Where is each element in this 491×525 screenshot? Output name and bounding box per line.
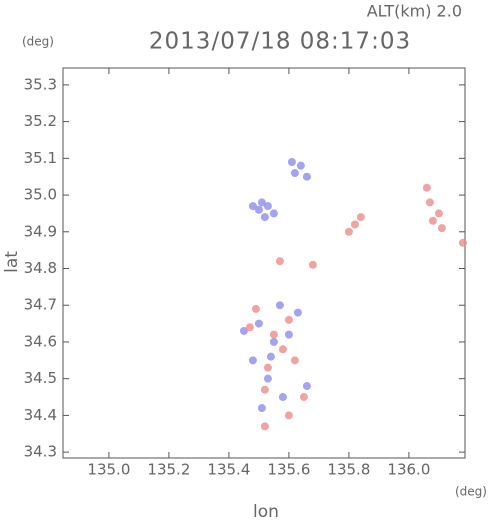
x-tick-label: 136.0 [387,461,430,479]
data-point [284,315,293,324]
data-point [254,319,263,328]
x-tick-label: 135.2 [147,461,190,479]
y-tick-label: 35.0 [24,186,57,204]
data-point [278,393,287,402]
data-point [425,198,434,207]
data-point [251,304,260,313]
y-tick-label: 34.7 [24,296,57,314]
x-tick-label: 135.8 [327,461,370,479]
x-tick-label: 135.0 [87,461,130,479]
y-tick-label: 34.5 [24,369,57,387]
y-tick-label: 35.3 [24,75,57,93]
altitude-label: ALT(km) 2.0 [367,2,462,21]
data-point [278,345,287,354]
data-point [263,374,272,383]
x-unit: (deg) [455,485,487,499]
data-point [245,323,254,332]
x-tick-label: 135.4 [207,461,250,479]
y-tick-label: 34.3 [24,443,57,461]
data-point [269,209,278,218]
data-point [350,220,359,229]
data-point [428,216,437,225]
data-point [290,169,299,178]
data-point [284,411,293,420]
y-axis-label: lat [2,251,22,273]
y-tick-label: 34.8 [24,259,57,277]
data-point [239,326,248,335]
y-tick-label: 34.9 [24,222,57,240]
data-point [269,330,278,339]
y-tick-label: 35.1 [24,149,57,167]
data-point [296,161,305,170]
data-point [293,308,302,317]
data-point [344,227,353,236]
y-tick-label: 34.6 [24,332,57,350]
data-point [269,337,278,346]
data-point [260,213,269,222]
y-tick-label: 35.2 [24,112,57,130]
data-point [248,356,257,365]
data-point [260,422,269,431]
data-point [263,202,272,211]
data-point [266,352,275,361]
data-point [422,183,431,192]
chart-title: 2013/07/18 08:17:03 [149,29,411,55]
data-point [458,238,467,247]
data-point [437,224,446,233]
data-point [248,202,257,211]
data-point [263,363,272,372]
data-point [257,198,266,207]
data-point [299,393,308,402]
data-point [257,404,266,413]
data-point [302,172,311,181]
data-point [302,382,311,391]
y-unit: (deg) [22,35,54,49]
data-point [290,356,299,365]
data-point [434,209,443,218]
data-point [275,301,284,310]
y-tick-label: 34.4 [24,406,57,424]
data-point [260,385,269,394]
data-point [254,205,263,214]
plot-frame [62,67,466,459]
data-point [287,158,296,167]
x-tick-label: 135.6 [267,461,310,479]
data-point [275,257,284,266]
data-point [356,213,365,222]
data-point [284,330,293,339]
data-point [308,260,317,269]
x-axis-label: lon [253,502,279,521]
